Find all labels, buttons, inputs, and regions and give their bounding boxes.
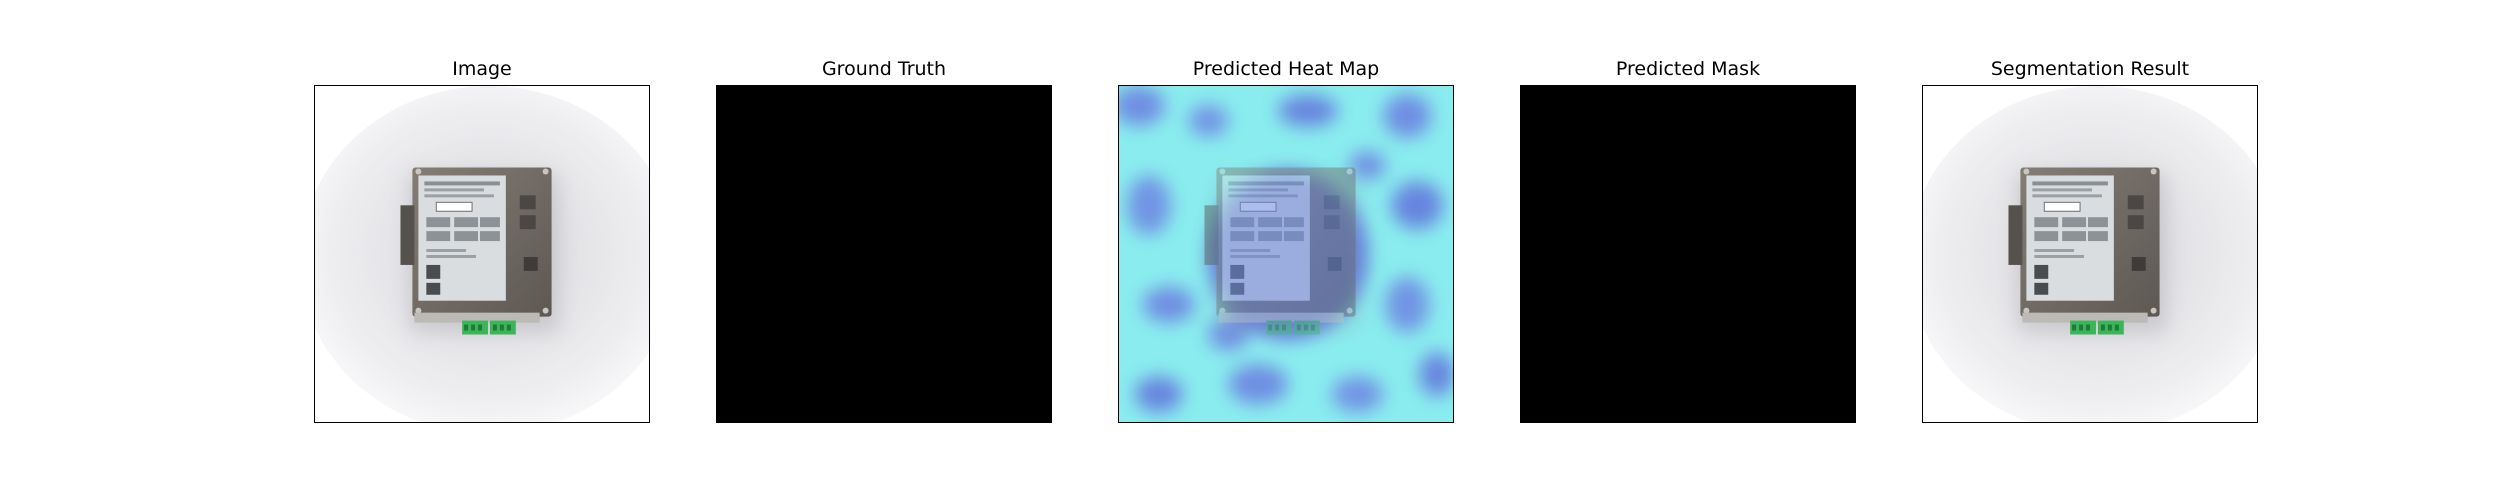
panel-title-segmentation-result: Segmentation Result — [1990, 58, 2190, 80]
predicted-mask — [1520, 85, 1856, 423]
segmentation-result-frame — [1922, 85, 2258, 423]
segmentation-photo — [1923, 86, 2257, 422]
panel-predicted-mask: Predicted Mask — [1520, 0, 1856, 500]
panel-heat-map: Predicted Heat Map — [1118, 0, 1454, 500]
panel-title-predicted-mask: Predicted Mask — [1615, 58, 1761, 80]
panel-title-image: Image — [452, 58, 512, 80]
heat-map-overlay — [1119, 86, 1453, 422]
panel-ground-truth: Ground Truth — [716, 0, 1052, 500]
heat-map-frame — [1118, 85, 1454, 423]
ground-truth-mask — [716, 85, 1052, 423]
input-image-frame — [314, 85, 650, 423]
panel-segmentation-result: Segmentation Result — [1922, 0, 2258, 500]
panel-title-heat-map: Predicted Heat Map — [1192, 58, 1380, 80]
panel-title-ground-truth: Ground Truth — [821, 58, 947, 80]
device-photo — [315, 86, 649, 422]
panel-image: Image — [314, 0, 650, 500]
